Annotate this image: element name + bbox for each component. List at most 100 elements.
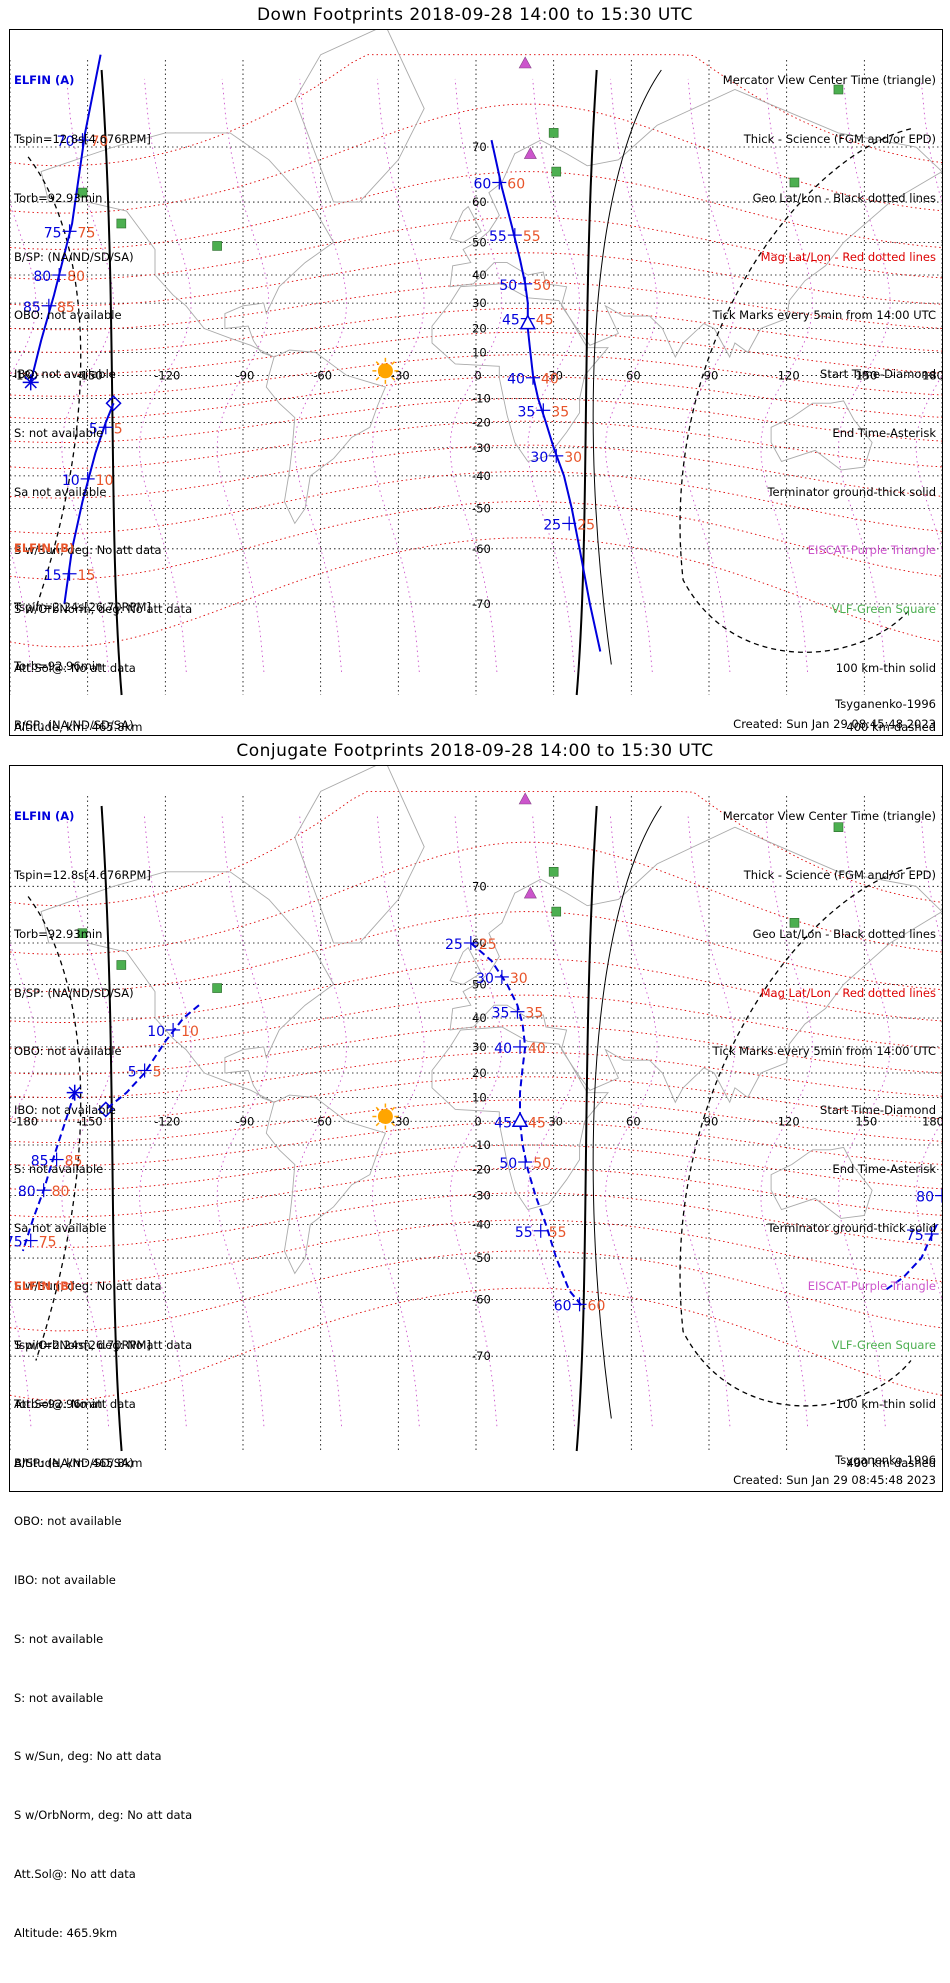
lat-tick-label: -10 [472, 1138, 491, 1152]
lon-tick-label: -90 [236, 1114, 255, 1128]
contour-400km [679, 128, 912, 653]
sat-a-name: ELFIN (A) [14, 73, 75, 88]
legend: Mercator View Center Time (triangle) Thi… [713, 32, 936, 777]
sat-a-track [470, 942, 586, 1310]
legend-item: Tick Marks every 5min from 14:00 UTC [712, 308, 936, 323]
vlf-square-icon [116, 218, 127, 229]
lon-tick-label: 60 [626, 1114, 641, 1128]
coastline [265, 349, 387, 525]
sat-a-tick-label: 25 [445, 937, 463, 953]
coastline [40, 871, 335, 1103]
lon-tick-label: -60 [313, 368, 332, 382]
sat-a-line: B/SP: (NA/ND/SD/SA) [14, 985, 134, 1000]
sat-b-track [21, 1092, 76, 1252]
mag-parallel [10, 376, 942, 420]
sat-b-tick-label-mag: 15 [78, 568, 96, 584]
lat-tick-label: -10 [472, 392, 491, 406]
sat-b-name: ELFIN (B) [14, 1279, 75, 1294]
sat-a-line: IBO: not available [14, 1103, 116, 1118]
sat-a-tick-label: 70 [57, 134, 75, 150]
mag-meridian [449, 78, 503, 673]
mag-parallel [10, 1051, 942, 1098]
sat-a-tick-label-mag: 55 [523, 229, 541, 245]
sat-b-track [63, 402, 115, 605]
legend-item: Mag Lat/Lon - Red dotted lines [760, 985, 936, 1000]
sat-a-tick-label-mag: 60 [507, 176, 525, 192]
lon-tick-label: 90 [704, 368, 719, 382]
coastline [770, 400, 873, 471]
sat-a-tick-label-mag: 80 [67, 269, 85, 285]
sat-b-line: B/SP: (NA/ND/SD/SA) [14, 1455, 134, 1470]
sat-a-tick-label-mag: 35 [525, 1006, 543, 1022]
sat-b-tick-label-mag: 75 [39, 1235, 57, 1251]
vlf-square-icon [551, 166, 562, 177]
lon-tick-label: -30 [391, 1114, 410, 1128]
sat-a-tick-label-mag: 70 [90, 134, 108, 150]
coastline [770, 1146, 873, 1219]
sat-a-tick-label: 45 [502, 313, 520, 329]
legend-item: Thick - Science (FGM and/or EPD) [743, 131, 936, 146]
lon-tick-label: -150 [77, 368, 103, 382]
legend-item: End Time-Asterisk [832, 425, 936, 440]
legend-item: Mag Lat/Lon - Red dotted lines [760, 249, 936, 264]
sat-a-track [490, 139, 602, 652]
sat-a-tick-label-mag: 85 [57, 300, 75, 316]
lon-tick-label: -30 [391, 368, 410, 382]
legend-item: Thick - Science (FGM and/or EPD) [743, 867, 936, 882]
mag-meridian [61, 816, 115, 1427]
lon-tick-label: 60 [626, 368, 641, 382]
mag-meridian [294, 816, 348, 1427]
lon-tick-label: 0 [474, 1114, 481, 1128]
lon-tick-label: 30 [548, 1114, 563, 1128]
lon-tick-label: -150 [77, 1114, 103, 1128]
legend-item: Start Time-Diamond [820, 1103, 936, 1118]
lat-tick-label: 70 [472, 879, 487, 893]
sat-a-tick-label: 80 [33, 269, 51, 285]
lat-tick-label: 40 [472, 1011, 487, 1025]
legend-item: Mercator View Center Time (triangle) [722, 809, 936, 824]
lat-tick-label: -70 [472, 597, 491, 611]
conjugate-footprints-map: -180 -150 -120 -90 -60 -30 0 30 60 90 120 150 180 70 6… [9, 765, 943, 1940]
sat-a-tick-label: 5 [128, 1064, 137, 1080]
created-label: Created: Sun Jan 29 08:45:48 2023 [733, 717, 936, 731]
mag-meridian [371, 78, 425, 673]
sat-b-line: Torb=92.96min [14, 658, 103, 673]
sat-b-tick-label: 5 [89, 421, 98, 437]
mag-meridian [61, 78, 115, 673]
sat-a-line: Torb=92.93min [14, 190, 103, 205]
mag-meridian [682, 816, 736, 1427]
mag-meridian [837, 816, 891, 1427]
contour-100km [592, 69, 662, 665]
vlf-square-icon [116, 960, 127, 970]
sun-icon [377, 1109, 393, 1125]
sat-a-line: Altitude, km: 465.8km [14, 719, 143, 734]
sat-b-tick-label-mag: 10 [96, 473, 114, 489]
mag-parallel [10, 1099, 942, 1144]
mag-meridian [449, 816, 503, 1427]
lat-tick-label: 50 [472, 977, 487, 991]
vlf-square-icon [212, 241, 222, 251]
sat-b-tick-label: 80 [18, 1184, 36, 1200]
mag-parallel [10, 281, 942, 331]
lon-tick-label: -120 [154, 1114, 180, 1128]
lon-tick-label: 120 [778, 1114, 800, 1128]
lon-tick-label: 150 [855, 1114, 877, 1128]
lat-tick-label: 20 [472, 322, 487, 336]
sat-a-tick-label: 40 [507, 372, 525, 388]
vlf-square-icon [548, 128, 559, 138]
sun-ray [391, 376, 396, 381]
vlf-square-icon [77, 928, 88, 939]
legend-item: Mercator View Center Time (triangle) [722, 73, 936, 88]
coastline [449, 205, 482, 243]
vlf-square-icon [548, 866, 559, 877]
sat-a-tick-label-mag: 75 [78, 225, 96, 241]
vlf-square-icon [551, 906, 562, 917]
sat-a-track [29, 54, 102, 383]
legend-item: Geo Lat/Lon - Black dotted lines [752, 926, 936, 941]
mag-parallel [10, 171, 942, 250]
sat-a-tick-label: 60 [473, 176, 491, 192]
legend-item: VLF-Green Square [831, 602, 936, 617]
sat-a-line: B/SP: (NA/ND/SD/SA) [14, 249, 134, 264]
sat-a-tick-label: 40 [494, 1041, 512, 1057]
lat-tick-label: -60 [472, 542, 491, 556]
